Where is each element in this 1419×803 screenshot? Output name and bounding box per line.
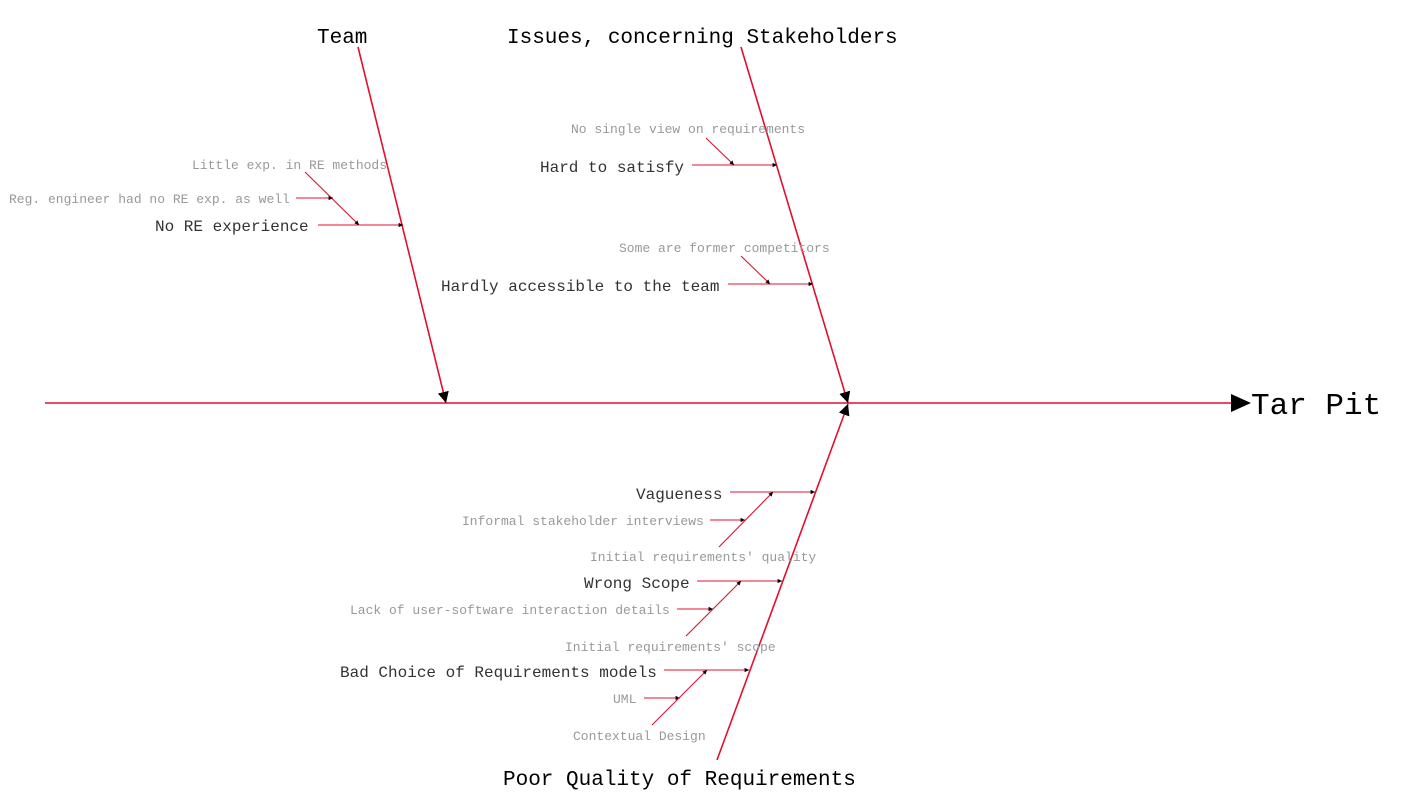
category-stakeholders-label: Issues, concerning Stakeholders	[507, 27, 898, 50]
subcause-interaction-details-label: Lack of user-software interaction detail…	[350, 603, 670, 618]
subcause-initial-scope-line	[685, 580, 742, 637]
cause-bad-choice-models-label: Bad Choice of Requirements models	[340, 664, 657, 682]
subcause-initial-quality-label: Initial requirements' quality	[590, 550, 816, 565]
subcause-reg-engineer-label: Reg. engineer had no RE exp. as well	[9, 192, 290, 207]
cause-vagueness-label: Vagueness	[636, 486, 722, 504]
subcause-former-competitors-label: Some are former competitors	[619, 241, 830, 256]
effect-label: Tar Pit	[1251, 389, 1381, 424]
cause-hardly-accessible-label: Hardly accessible to the team	[441, 278, 719, 296]
category-stakeholders-bone	[740, 46, 851, 404]
subcause-no-single-view-label: No single view on requirements	[571, 122, 805, 137]
subcause-initial-scope-label: Initial requirements' scope	[565, 640, 776, 655]
subcause-initial-quality-line	[718, 491, 774, 548]
subcause-uml-label: UML	[613, 692, 636, 707]
subcause-informal-interviews-label: Informal stakeholder interviews	[462, 514, 704, 529]
spine-arrowhead	[1231, 394, 1251, 412]
cause-no-re-experience-label: No RE experience	[155, 218, 309, 236]
category-poor-quality-label: Poor Quality of Requirements	[503, 769, 856, 792]
subcause-contextual-design-label: Contextual Design	[573, 729, 706, 744]
cause-wrong-scope-label: Wrong Scope	[584, 575, 690, 593]
subcause-contextual-design-line	[651, 669, 708, 726]
cause-hard-to-satisfy-label: Hard to satisfy	[540, 159, 684, 177]
subcause-former-competitors-line	[740, 255, 771, 285]
subcause-no-single-view-line	[705, 137, 735, 166]
category-poor-quality-bone	[716, 403, 850, 761]
subcause-little-exp-label: Little exp. in RE methods	[192, 158, 387, 173]
category-team-label: Team	[317, 27, 367, 50]
